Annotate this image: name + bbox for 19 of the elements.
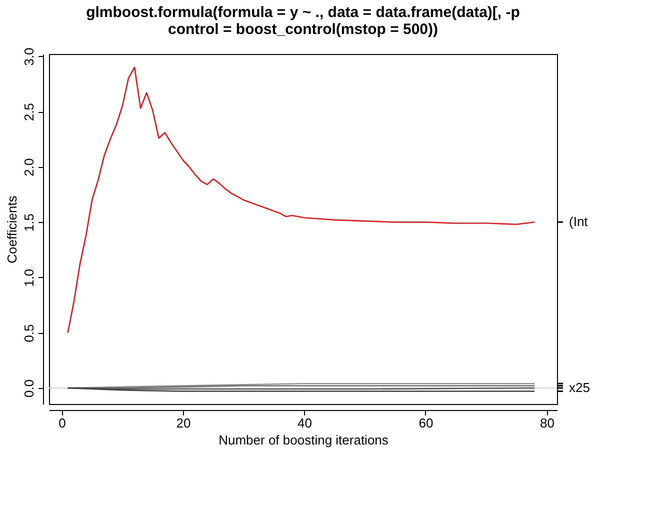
x-tick-label: 0 xyxy=(58,416,66,430)
y-tick-label: 1.0 xyxy=(22,268,36,287)
y-tick-label: 0.5 xyxy=(22,324,36,342)
y-tick-label: 2.0 xyxy=(22,158,36,176)
text: glmboost.formula(formula = y ~ ., data = data.frame(data)[, -p xyxy=(86,4,520,22)
x-tick-label: 80 xyxy=(540,416,554,430)
y-tick-label: 3.0 xyxy=(22,48,36,66)
y-axis-title: Coefficients xyxy=(4,195,20,264)
x-tick-label: 60 xyxy=(418,416,434,430)
y-tick-label: 1.5 xyxy=(22,214,36,232)
y-tick-label: 2.5 xyxy=(22,102,36,122)
text: x25 xyxy=(569,380,590,395)
text: control = boost_control(mstop = 500)) xyxy=(168,21,438,38)
x-axis-title: Number of boosting iterations xyxy=(218,432,389,448)
y-tick-label: 0.0 xyxy=(22,379,36,398)
x-tick-label: 20 xyxy=(176,416,191,430)
text: (Int xyxy=(569,214,588,230)
x-tick-label: 40 xyxy=(297,416,312,430)
line-series xyxy=(67,66,536,334)
